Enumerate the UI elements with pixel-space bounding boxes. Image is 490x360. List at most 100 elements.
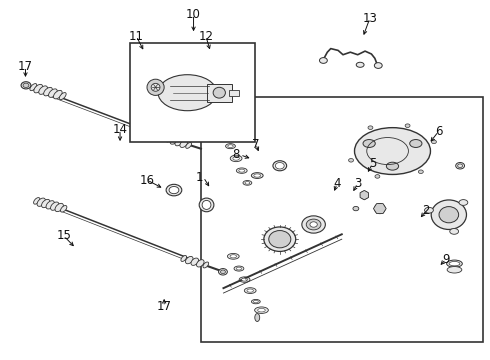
Ellipse shape (230, 155, 242, 162)
Ellipse shape (354, 128, 430, 175)
Text: 2: 2 (422, 204, 430, 217)
Ellipse shape (363, 140, 375, 148)
Ellipse shape (169, 186, 179, 194)
Ellipse shape (181, 256, 187, 261)
Text: 11: 11 (129, 30, 144, 42)
Ellipse shape (243, 181, 252, 185)
Ellipse shape (353, 206, 359, 211)
Ellipse shape (151, 84, 160, 91)
Ellipse shape (258, 309, 265, 312)
Ellipse shape (234, 266, 244, 271)
Ellipse shape (356, 62, 364, 67)
Ellipse shape (447, 266, 462, 273)
Ellipse shape (431, 200, 466, 229)
Ellipse shape (245, 288, 256, 293)
Text: 3: 3 (354, 177, 362, 190)
Ellipse shape (255, 314, 260, 321)
Ellipse shape (34, 84, 43, 93)
Text: 14: 14 (113, 123, 127, 136)
Ellipse shape (247, 289, 253, 292)
Ellipse shape (410, 140, 422, 148)
Ellipse shape (180, 140, 188, 148)
Ellipse shape (30, 84, 37, 91)
Bar (207, 84, 231, 102)
Ellipse shape (55, 203, 63, 212)
Polygon shape (373, 204, 386, 213)
Ellipse shape (319, 58, 327, 63)
Ellipse shape (236, 168, 247, 174)
Ellipse shape (220, 270, 225, 274)
Ellipse shape (227, 253, 239, 259)
Ellipse shape (456, 162, 465, 169)
Ellipse shape (269, 230, 291, 248)
Ellipse shape (449, 261, 460, 266)
Ellipse shape (236, 267, 242, 270)
Ellipse shape (275, 162, 284, 169)
Ellipse shape (53, 90, 62, 99)
Ellipse shape (348, 158, 353, 162)
Ellipse shape (21, 82, 31, 89)
Ellipse shape (44, 87, 52, 96)
Text: 5: 5 (368, 157, 376, 170)
Ellipse shape (360, 191, 368, 199)
Ellipse shape (450, 229, 459, 234)
Ellipse shape (386, 162, 398, 170)
Ellipse shape (220, 131, 230, 136)
Ellipse shape (253, 300, 258, 303)
Ellipse shape (191, 258, 198, 265)
Ellipse shape (368, 126, 373, 130)
Ellipse shape (61, 206, 67, 212)
Text: 13: 13 (363, 12, 377, 24)
Ellipse shape (374, 63, 382, 68)
Ellipse shape (230, 255, 237, 258)
Ellipse shape (222, 132, 227, 135)
Ellipse shape (439, 207, 459, 223)
Ellipse shape (239, 277, 250, 282)
Ellipse shape (306, 219, 321, 230)
Ellipse shape (251, 173, 263, 179)
Ellipse shape (175, 139, 183, 146)
Ellipse shape (59, 93, 66, 100)
Ellipse shape (245, 181, 250, 184)
Ellipse shape (186, 256, 193, 264)
Ellipse shape (39, 86, 48, 94)
Text: 8: 8 (233, 148, 240, 161)
Ellipse shape (242, 278, 247, 281)
Ellipse shape (37, 198, 46, 206)
Ellipse shape (254, 174, 261, 177)
Ellipse shape (203, 262, 209, 268)
Ellipse shape (166, 184, 182, 196)
Ellipse shape (42, 199, 50, 208)
Ellipse shape (23, 83, 29, 87)
Polygon shape (360, 190, 368, 200)
Ellipse shape (158, 75, 217, 111)
Ellipse shape (375, 175, 380, 178)
Ellipse shape (264, 227, 296, 251)
Ellipse shape (196, 260, 204, 267)
Text: 10: 10 (186, 8, 201, 21)
Text: 6: 6 (435, 125, 442, 138)
Text: 17: 17 (18, 60, 33, 73)
Text: 17: 17 (157, 300, 172, 313)
Ellipse shape (49, 89, 57, 97)
Bar (229, 90, 239, 96)
Text: 1: 1 (196, 171, 203, 184)
Text: 16: 16 (140, 174, 154, 186)
Ellipse shape (199, 198, 214, 212)
Ellipse shape (202, 201, 211, 210)
Ellipse shape (166, 136, 172, 142)
Ellipse shape (46, 201, 54, 209)
Text: 12: 12 (198, 30, 213, 42)
Ellipse shape (147, 79, 164, 95)
Ellipse shape (251, 300, 260, 304)
Ellipse shape (302, 216, 325, 233)
Ellipse shape (34, 198, 40, 204)
Ellipse shape (447, 260, 463, 267)
Text: 9: 9 (442, 253, 450, 266)
Bar (201, 97, 483, 342)
Ellipse shape (186, 143, 192, 148)
Ellipse shape (170, 137, 178, 144)
Text: 4: 4 (333, 177, 341, 190)
Bar (130, 43, 255, 142)
Ellipse shape (225, 144, 235, 149)
